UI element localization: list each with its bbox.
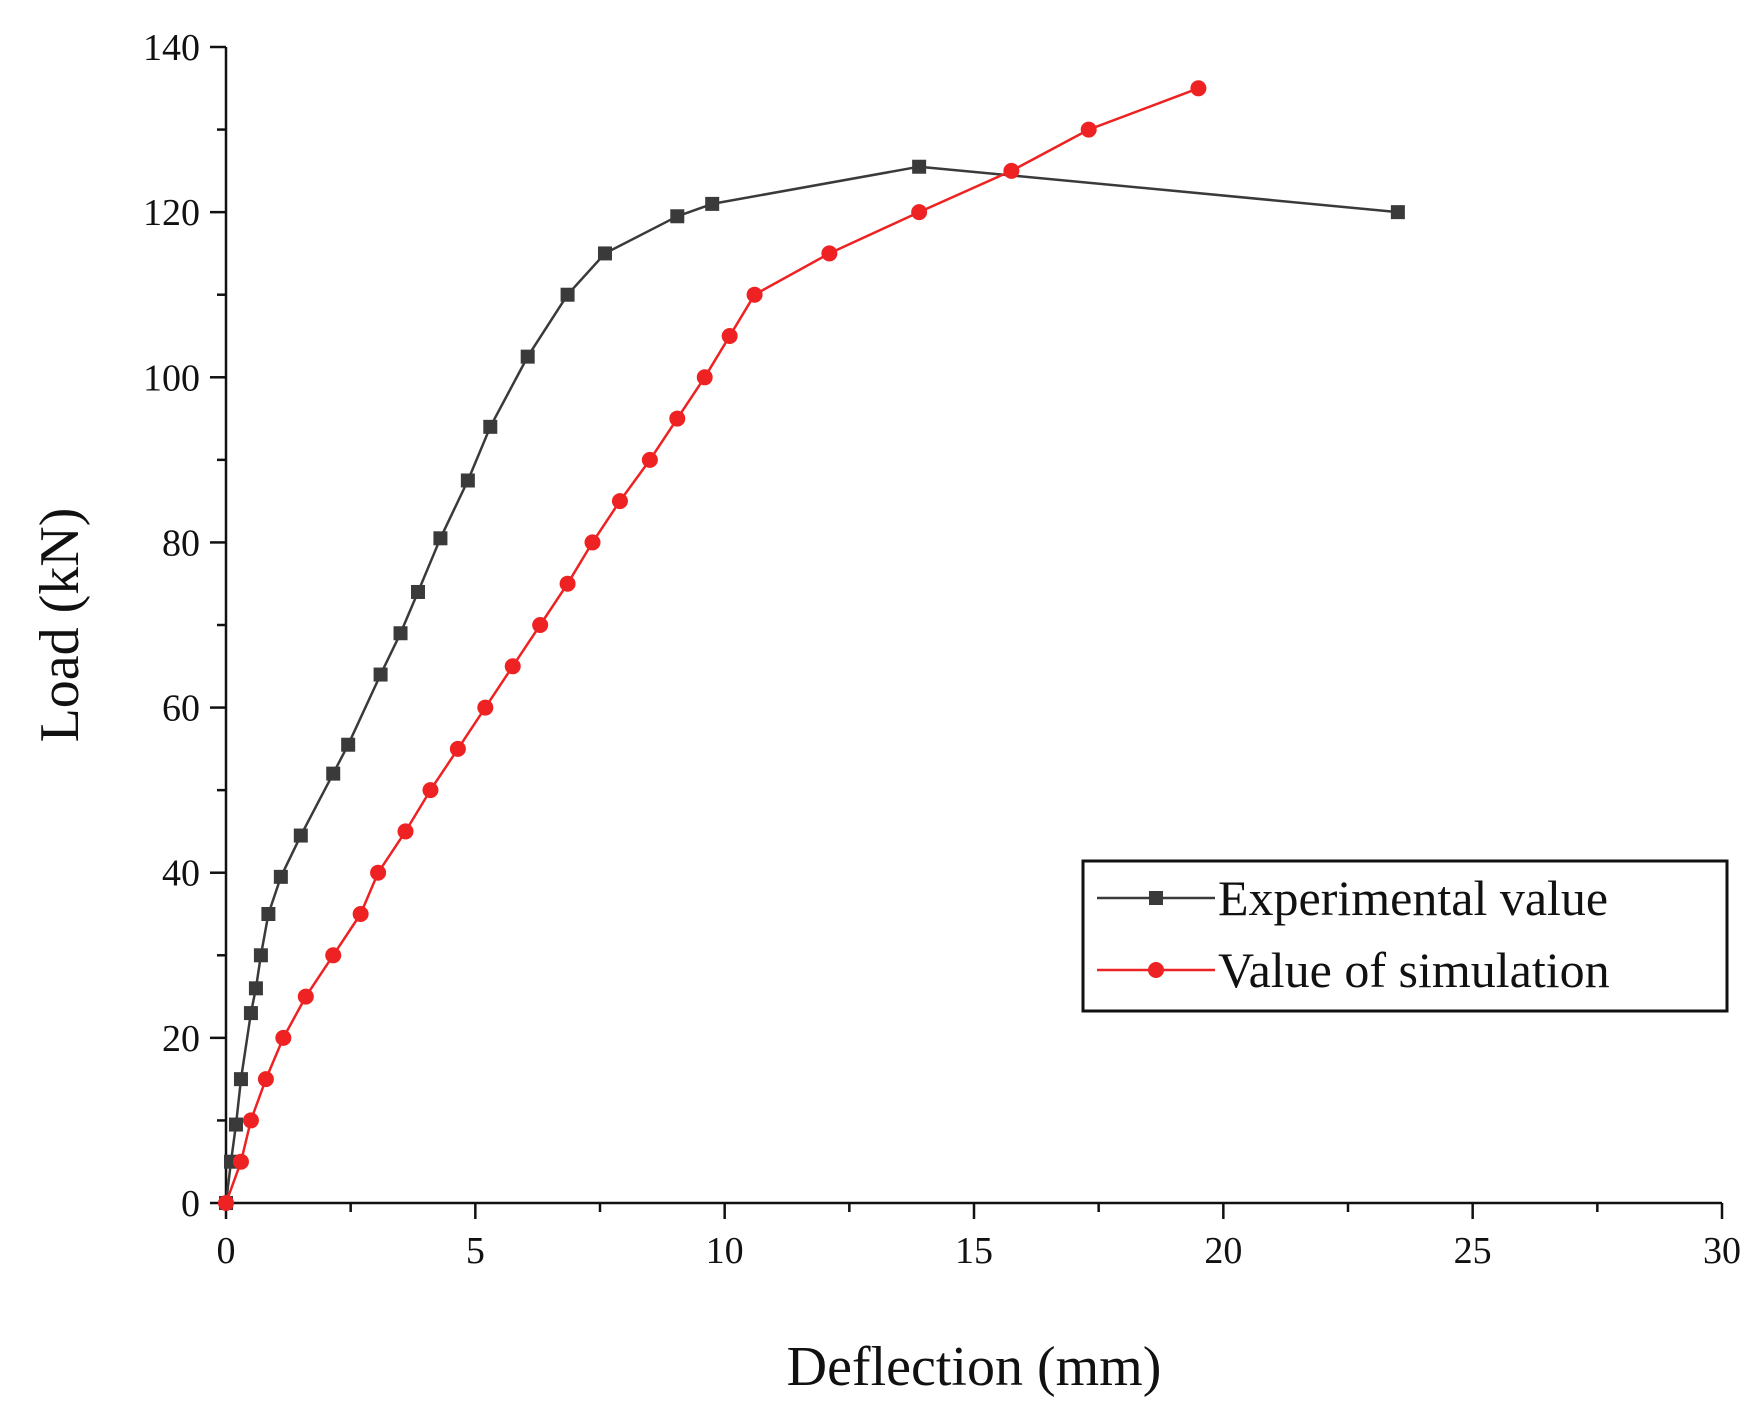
y-tick-label: 120 — [143, 192, 200, 234]
data-point — [746, 286, 763, 303]
data-point — [670, 209, 685, 224]
data-point — [1003, 162, 1020, 179]
y-tick-label: 60 — [162, 688, 200, 730]
data-point — [1190, 80, 1207, 97]
data-point — [483, 419, 498, 434]
series-layer — [218, 80, 1405, 1211]
y-tick-label: 0 — [181, 1183, 200, 1225]
legend-entry-simulation: Value of simulation — [1097, 942, 1610, 998]
data-point — [373, 667, 388, 682]
data-point — [912, 159, 927, 174]
data-point — [641, 451, 658, 468]
data-point — [433, 531, 448, 546]
data-point — [326, 766, 341, 781]
legend-label-simulation: Value of simulation — [1218, 942, 1610, 998]
legend: Experimental value Value of simulation — [1081, 859, 1729, 1013]
data-point — [275, 1029, 292, 1046]
x-tick-label: 5 — [466, 1230, 485, 1272]
data-point — [705, 196, 720, 211]
data-point — [584, 534, 601, 551]
data-point — [422, 782, 439, 799]
data-point — [341, 737, 356, 752]
data-point — [233, 1072, 248, 1087]
data-point — [1390, 205, 1405, 220]
data-point — [520, 349, 535, 364]
data-point — [696, 369, 713, 386]
legend-label-experimental: Experimental value — [1218, 870, 1608, 926]
legend-box — [1081, 859, 1729, 1013]
data-point — [393, 626, 408, 641]
data-point — [559, 575, 576, 592]
y-axis-title: Load (kN) — [29, 508, 91, 743]
series-experimental — [219, 159, 1405, 1210]
data-point — [669, 410, 686, 427]
x-tick-label: 0 — [217, 1230, 236, 1272]
y-tick-label: 100 — [143, 357, 200, 399]
data-point — [532, 617, 549, 633]
data-point — [504, 658, 521, 675]
data-point — [1080, 121, 1097, 138]
series-simulation — [218, 80, 1207, 1211]
data-point — [352, 906, 369, 922]
legend-entry-experimental: Experimental value — [1097, 870, 1608, 926]
x-tick-label: 15 — [955, 1230, 993, 1272]
data-point — [611, 493, 628, 510]
data-point — [449, 740, 466, 757]
data-point — [460, 473, 475, 488]
data-point — [242, 1112, 259, 1129]
legend-marker-experimental — [1149, 891, 1163, 905]
y-tick-label: 80 — [162, 522, 200, 564]
data-point — [325, 947, 342, 964]
data-point — [410, 584, 425, 599]
x-tick-label: 25 — [1454, 1230, 1492, 1272]
data-point — [370, 864, 387, 881]
data-point — [218, 1195, 234, 1211]
data-point — [261, 907, 276, 921]
x-axis-title: Deflection (mm) — [787, 1336, 1162, 1398]
data-point — [821, 245, 838, 262]
data-point — [232, 1153, 249, 1170]
data-point — [597, 246, 612, 261]
x-tick-label: 20 — [1204, 1230, 1242, 1272]
data-point — [293, 828, 308, 843]
y-tick-label: 40 — [162, 853, 200, 895]
data-point — [721, 328, 738, 344]
data-point — [911, 204, 928, 221]
data-point — [253, 948, 268, 963]
series-line — [224, 165, 1399, 1204]
data-point — [273, 869, 288, 884]
data-point — [248, 981, 263, 996]
data-point — [560, 287, 575, 302]
data-point — [243, 1006, 258, 1021]
data-point — [257, 1071, 274, 1088]
legend-marker-simulation — [1148, 962, 1164, 978]
series-line — [224, 87, 1199, 1204]
x-tick-label: 30 — [1703, 1230, 1741, 1272]
y-tick-label: 20 — [162, 1018, 200, 1060]
axis-ticks: 0 5 10 15 20 25 30 0 20 40 60 80 100 120 140 — [143, 27, 1741, 1272]
x-tick-label: 10 — [706, 1230, 744, 1272]
data-point — [228, 1117, 243, 1132]
data-point — [397, 823, 414, 840]
y-tick-label: 140 — [143, 27, 200, 69]
data-point — [297, 988, 314, 1005]
data-point — [477, 699, 494, 716]
